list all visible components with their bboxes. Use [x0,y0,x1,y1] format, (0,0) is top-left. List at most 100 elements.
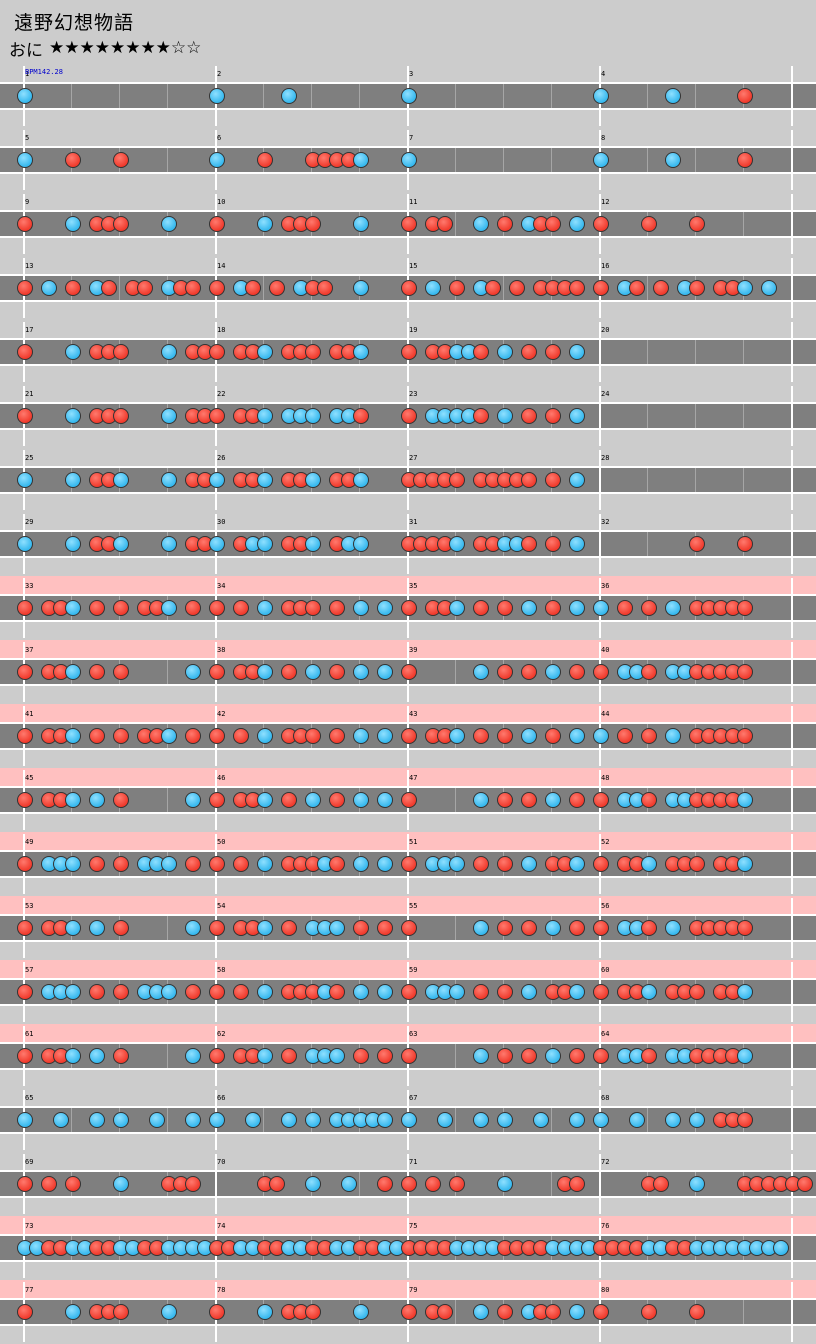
beat-line [503,84,504,108]
don-note [329,664,345,680]
ka-note [53,1112,69,1128]
don-note [641,1304,657,1320]
don-note [245,280,261,296]
ka-note [353,984,369,1000]
don-note [185,856,201,872]
ka-note [17,472,33,488]
ka-note [497,408,513,424]
bar-line [791,130,793,190]
ka-note [593,600,609,616]
ka-note [65,920,81,936]
ka-note [65,664,81,680]
ka-note [641,856,657,872]
ka-note [737,856,753,872]
don-note [593,1048,609,1064]
ka-note [209,536,225,552]
bar-line [791,1218,793,1278]
measure-number: 16 [601,262,610,270]
don-note [353,1048,369,1064]
don-note [317,280,333,296]
ka-note [113,472,129,488]
score-row: 69 70 71 72 [0,1152,816,1216]
don-note [569,792,585,808]
measure-number: 58 [217,966,226,974]
ka-note [245,1112,261,1128]
ka-note [353,152,369,168]
don-note [17,600,33,616]
ka-note [449,600,465,616]
ka-note [401,152,417,168]
bar-line [791,834,793,894]
don-note [737,600,753,616]
ka-note [473,216,489,232]
ka-note [257,920,273,936]
ka-note [473,664,489,680]
don-note [593,920,609,936]
measure-number: 56 [601,902,610,910]
ka-note [593,152,609,168]
measure-number: 29 [25,518,34,526]
ka-note [257,472,273,488]
ka-note [425,280,441,296]
don-note [209,344,225,360]
beat-line [743,404,744,428]
bar-line [791,770,793,830]
don-note [41,1176,57,1192]
don-note [209,856,225,872]
don-note [437,1304,453,1320]
score-row: 29 30 31 32 [0,512,816,576]
measure-number: 6 [217,134,222,142]
bar-line [791,514,793,574]
ka-note [209,152,225,168]
measure-number: 22 [217,390,226,398]
ka-note [761,280,777,296]
measure-number: 68 [601,1094,610,1102]
don-note [545,536,561,552]
measure-number: 10 [217,198,226,206]
don-note [497,664,513,680]
ka-note [449,536,465,552]
don-note [521,472,537,488]
beat-line [167,148,168,172]
don-note [17,664,33,680]
don-note [737,536,753,552]
ka-note [737,984,753,1000]
ka-note [689,1112,705,1128]
ka-note [185,792,201,808]
beat-line [647,532,648,556]
ka-note [377,856,393,872]
don-note [233,984,249,1000]
don-note [737,664,753,680]
measure-number: 1 [25,70,30,78]
ka-note [305,1112,321,1128]
measure-number: 63 [409,1030,418,1038]
beat-line [551,1172,552,1196]
don-note [329,792,345,808]
measure-number: 14 [217,262,226,270]
don-note [17,1048,33,1064]
don-note [473,984,489,1000]
beat-line [455,916,456,940]
don-note [401,408,417,424]
ka-note [437,1112,453,1128]
don-note [401,216,417,232]
ka-note [569,344,585,360]
ka-note [65,1048,81,1064]
ka-note [665,152,681,168]
beat-line [455,212,456,236]
measure-number: 60 [601,966,610,974]
beat-line [743,212,744,236]
don-note [113,152,129,168]
don-note [113,984,129,1000]
don-note [101,280,117,296]
ka-note [257,600,273,616]
don-note [233,600,249,616]
ka-note [305,792,321,808]
don-note [113,344,129,360]
don-note [209,408,225,424]
don-note [473,600,489,616]
ka-note [305,536,321,552]
don-note [521,536,537,552]
measure-number: 40 [601,646,610,654]
beat-line [455,788,456,812]
